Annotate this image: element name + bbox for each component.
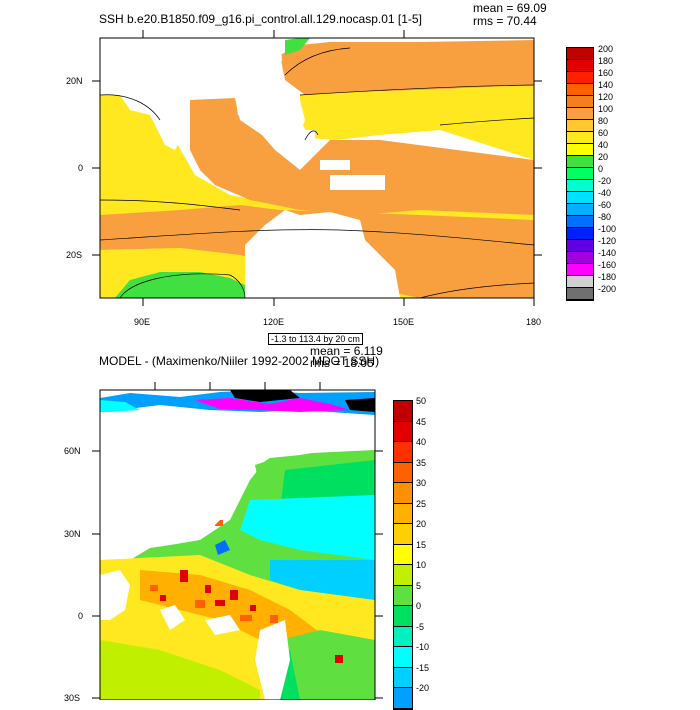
panel2-colorbar-label: 10: [416, 560, 427, 570]
panel1-colorbar-swatch: [567, 108, 593, 120]
panel2-colorbar-swatch: [394, 524, 412, 545]
panel1-colorbar-label: -100: [598, 224, 617, 234]
panel1-colorbar-label: -60: [598, 200, 612, 210]
panel2-title: MODEL - (Maximenko/Niiler 1992-2002 MDOT…: [99, 354, 380, 368]
panel2-colorbar-label: 30: [416, 478, 427, 488]
contour-interval-note: -1.3 to 113.4 by 20 cm: [268, 333, 363, 345]
panel2-colorbar-swatch: [394, 647, 412, 668]
panel1-colorbar-swatch: [567, 276, 593, 288]
panel1-colorbar-label: -200: [598, 284, 617, 294]
panel2-colorbar-swatch: [394, 401, 412, 422]
panel2-colorbar-label: 25: [416, 498, 427, 509]
panel2-colorbar-swatch: [394, 483, 412, 504]
panel1-xtick-120e: 120E: [263, 317, 285, 327]
panel2-ytick-30s: 30S: [64, 693, 81, 703]
panel1-colorbar-swatch: [567, 60, 593, 72]
panel1-field: [100, 38, 534, 298]
panel2-colorbar-label: 20: [416, 519, 427, 529]
panel2-field: [100, 390, 375, 700]
panel2-colorbar-label: 5: [416, 580, 422, 591]
panel2-colorbar-swatch: [394, 544, 412, 565]
panel1-colorbar-swatch: [567, 216, 593, 228]
panel2-colorbar-label: -20: [416, 683, 430, 693]
panel1-colorbar-swatch: [567, 120, 593, 132]
panel2-colorbar-label: 0: [416, 601, 422, 611]
panel1-colorbar-label: 100: [598, 104, 614, 114]
panel1-colorbar-label: -140: [598, 248, 617, 258]
panel2-colorbar-label: -10: [416, 642, 430, 652]
panel2-colorbar-label: 40: [416, 437, 427, 447]
panel1-colorbar-label: 180: [598, 56, 614, 66]
panel1-colorbar-label: -120: [598, 236, 617, 246]
panel2-colorbar-swatch: [394, 565, 412, 586]
panel1-colorbar-label: 140: [598, 80, 614, 90]
panel1-colorbar-label: 60: [598, 128, 609, 138]
panel2-colorbar-swatch: [394, 688, 412, 709]
panel1-colorbar-label: 20: [598, 152, 609, 162]
panel1-colorbar-swatch: [567, 252, 593, 264]
panel1-colorbar-label: -80: [598, 212, 612, 222]
panel1-xtick-180: 180: [526, 317, 542, 327]
panel1-colorbar-swatch: [567, 132, 593, 144]
panel2-ytick-60n: 60N: [64, 446, 81, 456]
panel1-colorbar-label: 0: [598, 164, 604, 174]
panel2-colorbar-label: 50: [416, 396, 427, 406]
panel1-colorbar-label: -40: [598, 188, 612, 198]
panel2-colorbar-label: 15: [416, 539, 427, 550]
panel1-colorbar-swatch: [567, 144, 593, 156]
panel2-colorbar-swatch: [394, 462, 412, 483]
panel1-ytick-20n: 20N: [66, 76, 83, 86]
panel2-ytick-0: 0: [78, 611, 84, 621]
panel2-colorbar-label: 45: [416, 416, 427, 427]
panel1-colorbar-swatch: [567, 84, 593, 96]
panel1-colorbar-label: 40: [598, 140, 609, 150]
panel1-colorbar-swatch: [567, 72, 593, 84]
panel1-colorbar-swatch: [567, 192, 593, 204]
panel1-colorbar-swatch: [567, 168, 593, 180]
panel2-colorbar-label: -15: [416, 662, 430, 673]
panel1-xtick-90e: 90E: [134, 317, 151, 327]
panel1-colorbar-label: 80: [598, 116, 609, 126]
panel1-xtick-150e: 150E: [393, 317, 415, 327]
panel1-rms: rms = 70.44: [473, 14, 537, 28]
panel1-colorbar-swatch: [567, 156, 593, 168]
panel2-rms: rms = 18.05: [310, 356, 374, 370]
panel1-mean: mean = 69.09: [473, 1, 547, 15]
panel1-colorbar: [566, 47, 594, 301]
panel1-colorbar-swatch: [567, 204, 593, 216]
panel1-colorbar-label: 160: [598, 68, 614, 78]
panel1-colorbar-label: 200: [598, 44, 614, 54]
panel1-colorbar-swatch: [567, 180, 593, 192]
panel1-colorbar-label: -180: [598, 272, 617, 282]
panel1-title: SSH b.e20.B1850.f09_g16.pi_control.all.1…: [99, 12, 422, 26]
panel2-colorbar-swatch: [394, 606, 412, 627]
panel2-ytick-30n: 30N: [64, 529, 81, 539]
panel2-colorbar-swatch: [394, 667, 412, 688]
panel2-colorbar-swatch: [394, 503, 412, 524]
panel1-ytick-0: 0: [78, 163, 84, 173]
panel1-colorbar-swatch: [567, 48, 593, 60]
panel2-colorbar-swatch: [394, 421, 412, 442]
panel2-colorbar-label: 35: [416, 457, 427, 468]
panel2-colorbar-swatch: [394, 442, 412, 463]
panel2-colorbar-swatch: [394, 585, 412, 606]
panel2-colorbar-swatch: [394, 626, 412, 647]
panel1-colorbar-swatch: [567, 288, 593, 300]
panel1-colorbar-swatch: [567, 228, 593, 240]
panel1-colorbar-label: -20: [598, 176, 612, 186]
panel2-mean: mean = 6.119: [310, 344, 383, 358]
panel1-colorbar-swatch: [567, 264, 593, 276]
panel1-colorbar-swatch: [567, 240, 593, 252]
panel2-colorbar-label: -5: [416, 621, 425, 632]
panel1-colorbar-label: 120: [598, 92, 614, 102]
panel1-colorbar-label: -160: [598, 260, 617, 270]
panel1-colorbar-swatch: [567, 96, 593, 108]
panel1-ytick-20s: 20S: [66, 250, 83, 260]
panel2-colorbar: [393, 400, 413, 710]
